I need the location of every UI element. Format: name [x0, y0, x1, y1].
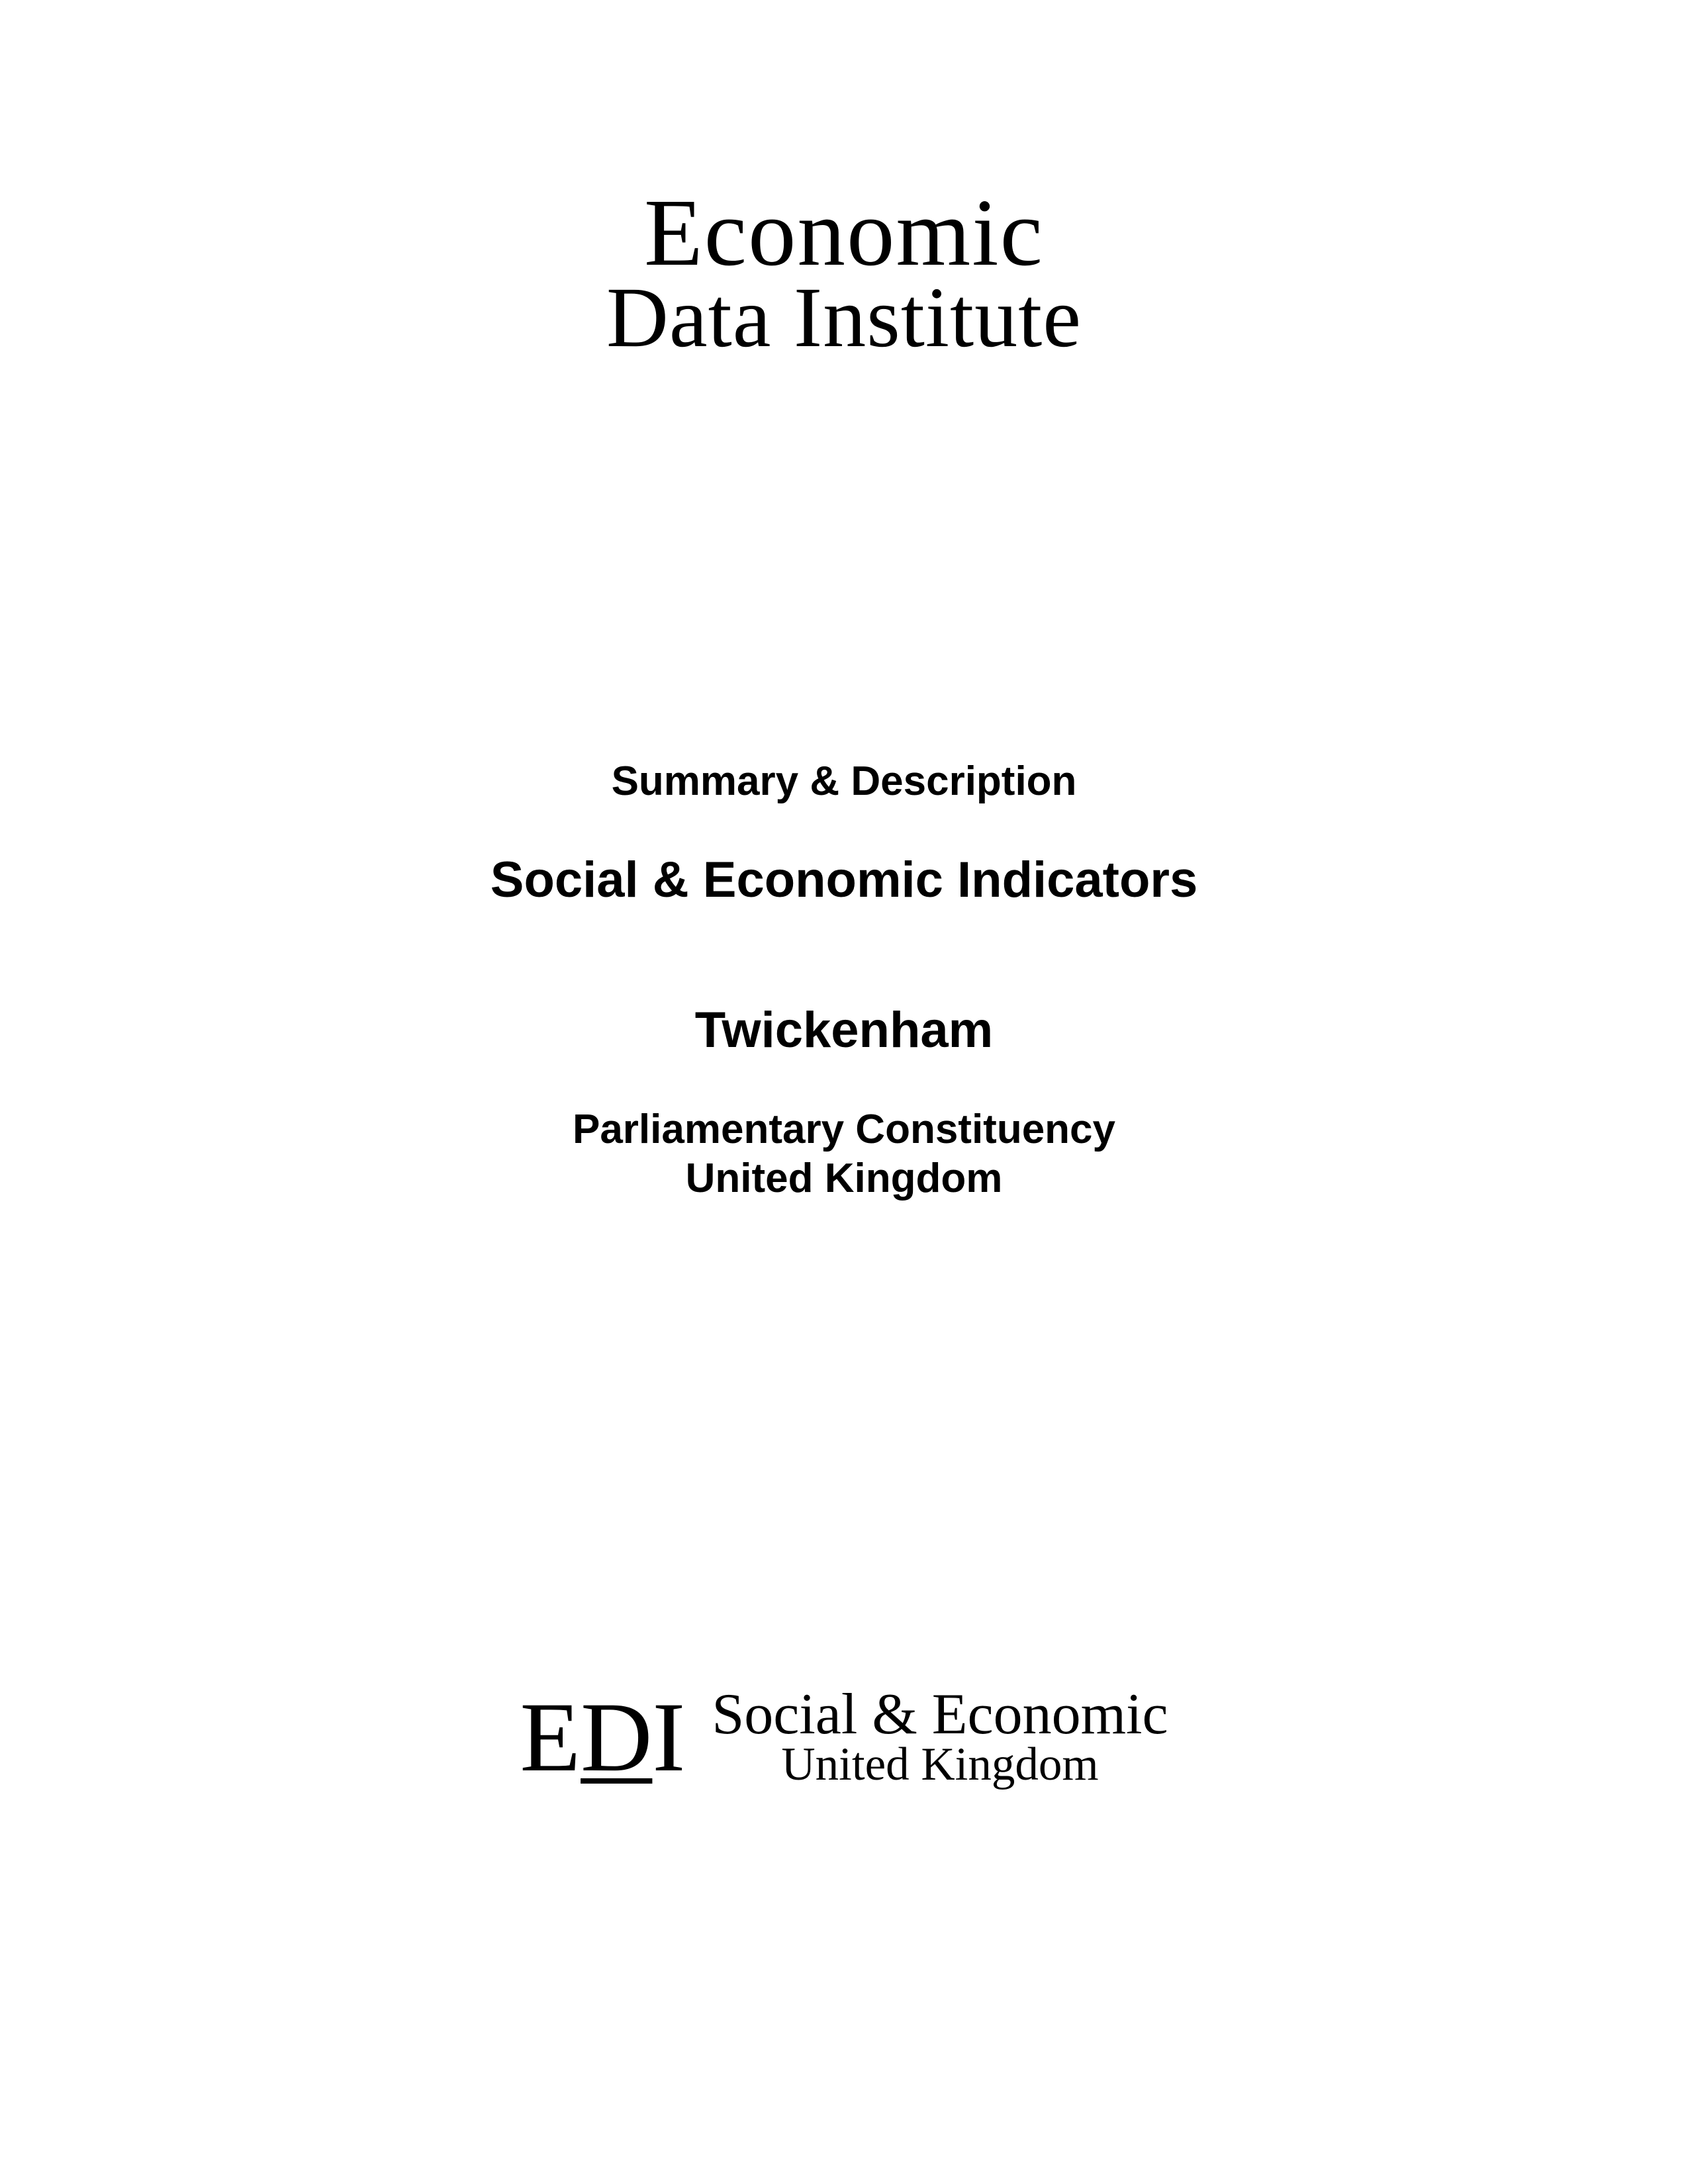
- main-title: Social & Economic Indicators: [491, 851, 1198, 909]
- top-logo-line2: Data Institute: [606, 275, 1082, 361]
- top-logo-line1: Economic: [606, 185, 1082, 281]
- sublocation-line2: United Kingdom: [491, 1154, 1198, 1203]
- edi-letter-i: I: [652, 1680, 685, 1794]
- edi-letter-e: E: [520, 1680, 581, 1794]
- document-page: Economic Data Institute Summary & Descri…: [0, 0, 1688, 2184]
- sublocation-line1: Parliamentary Constituency: [491, 1105, 1198, 1154]
- edi-letter-d: D: [581, 1680, 652, 1794]
- bottom-logo-text: Social & Economic United Kingdom: [712, 1686, 1168, 1788]
- edi-mark: EDI: [520, 1680, 685, 1794]
- bottom-logo: EDI Social & Economic United Kingdom: [520, 1680, 1168, 1794]
- title-block: Summary & Description Social & Economic …: [491, 758, 1198, 1204]
- location-name: Twickenham: [491, 1001, 1198, 1059]
- bottom-logo-line2: United Kingdom: [781, 1741, 1098, 1788]
- summary-heading: Summary & Description: [491, 758, 1198, 805]
- bottom-logo-line1: Social & Economic: [712, 1686, 1168, 1744]
- top-logo: Economic Data Institute: [606, 185, 1082, 361]
